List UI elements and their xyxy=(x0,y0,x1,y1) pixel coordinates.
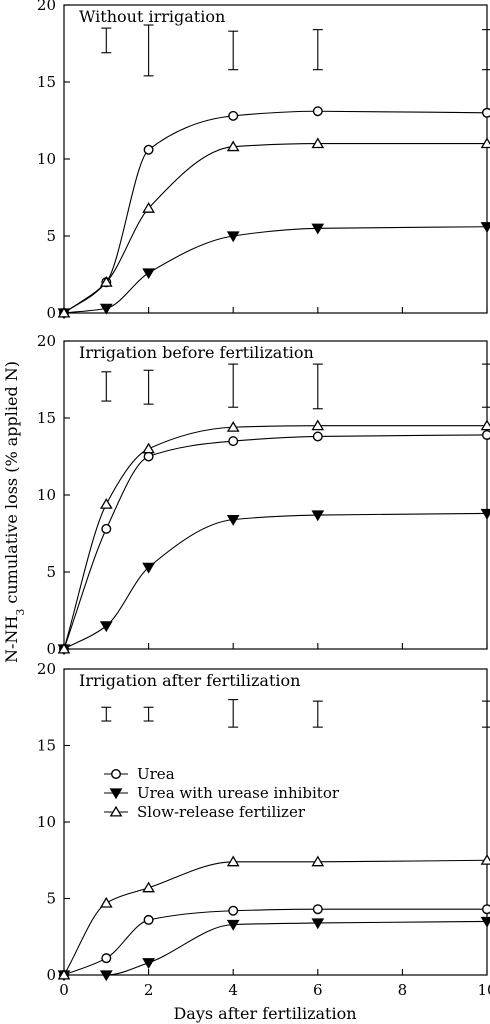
legend-marker xyxy=(109,788,123,800)
series-3-point xyxy=(311,855,325,867)
series-2-point xyxy=(142,268,155,280)
series-3-point xyxy=(99,498,113,509)
series-3-point xyxy=(99,275,113,287)
series-1-point xyxy=(101,953,112,964)
y-tick-label: 20 xyxy=(37,332,56,350)
series-2-point xyxy=(311,510,325,522)
series-1-point xyxy=(143,144,154,155)
series-3-point xyxy=(226,421,240,432)
y-tick-label: 0 xyxy=(46,304,56,322)
series-2-point xyxy=(226,515,240,526)
panel-middle-title: Irrigation before fertilization xyxy=(79,343,314,362)
panel-bottom-title: Irrigation after fertilization xyxy=(79,671,300,690)
series-3-point xyxy=(226,855,240,867)
y-tick-label: 0 xyxy=(46,640,56,658)
y-tick-label: 0 xyxy=(46,966,56,984)
series-2-point xyxy=(142,958,155,969)
y-tick-label: 10 xyxy=(37,150,56,168)
series-1-point xyxy=(482,904,490,915)
series-3-point xyxy=(99,896,113,908)
series-line-1 xyxy=(63,908,487,976)
y-tick-label: 15 xyxy=(37,409,56,427)
series-3-point xyxy=(142,881,155,893)
legend-label: Urea with urease inhibitor xyxy=(137,784,340,802)
series-1-point xyxy=(312,106,323,117)
series-2-point xyxy=(311,918,325,930)
series-3-point xyxy=(311,137,325,149)
series-1-point xyxy=(143,451,154,462)
series-3-point xyxy=(142,442,155,454)
series-1-point xyxy=(312,904,323,915)
x-tick-label: 2 xyxy=(144,981,154,999)
panel-middle-frame xyxy=(63,340,488,650)
y-tick-label: 5 xyxy=(46,563,56,581)
series-2-point xyxy=(99,303,113,315)
series-line-1 xyxy=(63,110,488,314)
series-3-point xyxy=(57,968,71,980)
series-3-point xyxy=(480,854,490,865)
series-2-point xyxy=(99,621,113,633)
series-3-point xyxy=(226,140,240,152)
legend-marker xyxy=(110,769,121,780)
legend-label: Urea xyxy=(137,765,175,783)
x-tick-label: 8 xyxy=(398,981,408,999)
y-axis-title: N-NH3 cumulative loss (% applied N) xyxy=(2,361,27,663)
series-2-point xyxy=(99,970,113,982)
series-1-point xyxy=(143,914,154,925)
y-tick-label: 15 xyxy=(37,737,56,755)
y-tick-label: 10 xyxy=(37,813,56,831)
series-line-2 xyxy=(63,512,488,650)
series-3-point xyxy=(142,202,155,213)
series-1-point xyxy=(482,429,490,440)
x-tick-label: 10 xyxy=(477,981,490,999)
series-2-point xyxy=(226,919,240,931)
series-1-point xyxy=(228,110,239,121)
x-axis-title: Days after fertilization xyxy=(173,1004,356,1023)
y-tick-label: 15 xyxy=(37,73,56,91)
series-line-3 xyxy=(63,425,487,650)
panel-top-frame xyxy=(63,4,488,314)
y-tick-label: 20 xyxy=(37,660,56,678)
panel-middle: 0 5 10 15 20 Irrigation before fertilization xyxy=(37,332,490,658)
series-1-point xyxy=(312,431,323,442)
series-1-point xyxy=(228,436,239,447)
series-line-1 xyxy=(63,434,488,650)
series-line-2 xyxy=(63,920,488,976)
series-3-point xyxy=(57,306,71,318)
series-2-point xyxy=(226,231,240,243)
y-axis-title-sub: 3 xyxy=(14,609,27,616)
x-tick-label: 4 xyxy=(228,981,238,999)
series-1-point xyxy=(228,905,239,916)
series-1-point xyxy=(482,107,490,118)
series-3-point xyxy=(57,642,71,654)
series-2-point xyxy=(311,223,325,235)
series-line-3 xyxy=(63,859,488,976)
x-tick-label: 0 xyxy=(59,981,69,999)
y-tick-label: 20 xyxy=(37,0,56,14)
y-tick-label: 10 xyxy=(37,486,56,504)
series-1-point xyxy=(101,523,112,534)
series-line-3 xyxy=(63,143,487,314)
y-tick-label: 5 xyxy=(46,227,56,245)
x-tick-label: 6 xyxy=(313,981,323,999)
series-3-point xyxy=(311,419,325,431)
panel-top-title: Without irrigation xyxy=(79,7,225,26)
y-tick-label: 5 xyxy=(46,890,56,908)
series-2-point xyxy=(142,562,155,574)
y-axis-title-rest: cumulative loss (% applied N) xyxy=(2,361,21,609)
y-axis-title-main: N-NH xyxy=(2,616,21,663)
series-line-2 xyxy=(63,226,488,314)
legend-marker xyxy=(109,805,123,817)
panel-bottom-frame xyxy=(63,668,488,976)
panel-bottom: 0 5 10 15 20 0 2 4 6 8 10 Irrigation after fertiliz… xyxy=(37,660,490,999)
legend-label: Slow-release fertilizer xyxy=(137,803,306,821)
panel-top: 0 5 10 15 20 Without irrigation xyxy=(37,0,490,322)
